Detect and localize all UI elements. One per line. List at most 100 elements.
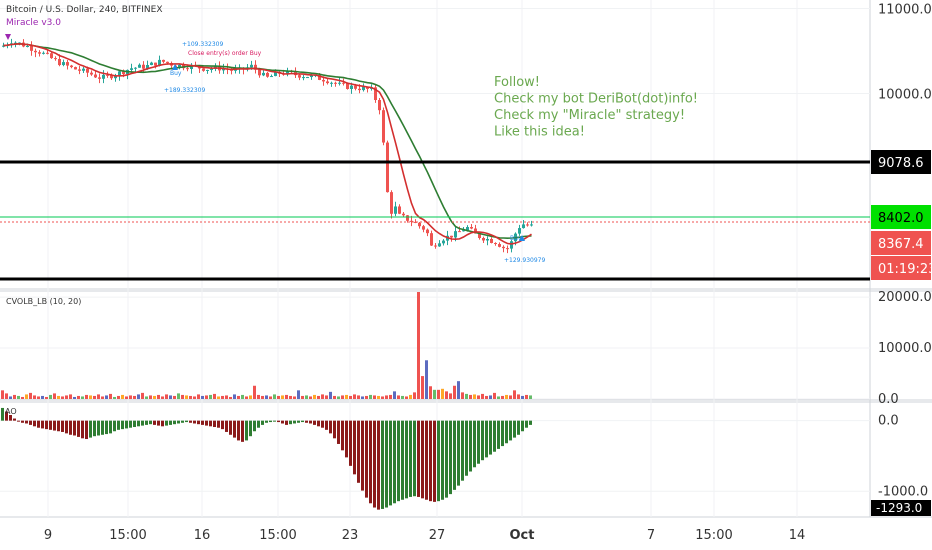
volume-bar <box>281 395 284 399</box>
ao-bar <box>101 420 104 435</box>
volume-bar <box>277 395 280 399</box>
ao-bar <box>433 420 436 502</box>
volume-bar <box>89 395 92 399</box>
note-line: Check my "Miracle" strategy! <box>494 108 685 123</box>
ao-bar <box>525 420 528 428</box>
candle-body <box>134 67 137 69</box>
ao-bar <box>441 420 444 500</box>
volume-bar <box>97 394 100 399</box>
volume-bar <box>489 395 492 399</box>
volume-bar <box>449 393 452 399</box>
candle-body <box>118 71 121 76</box>
price-label-box <box>871 205 931 229</box>
candle-body <box>114 75 117 79</box>
ao-bar <box>349 420 352 466</box>
volume-bar <box>285 394 288 399</box>
volume-bar <box>289 395 292 399</box>
volume-bar <box>37 396 40 399</box>
ao-axis-label: 0.0 <box>878 414 899 429</box>
candle-body <box>178 64 181 68</box>
ao-bar <box>113 420 116 432</box>
ao-bar <box>245 420 248 441</box>
ao-bar <box>513 420 516 438</box>
ao-bar <box>129 420 132 428</box>
volume-bar <box>77 395 80 399</box>
ao-bar <box>265 420 268 423</box>
trade-signals: Buy +189.332309 Close entry(s) order Buy +1… <box>5 34 545 264</box>
volume-bar <box>241 394 244 399</box>
ao-bar <box>145 420 148 425</box>
ao-bar <box>225 420 228 432</box>
volume-bar <box>369 394 372 399</box>
ao-bar <box>241 420 244 442</box>
ao-bar <box>421 420 424 499</box>
candle-body <box>330 82 333 84</box>
ao-bar <box>237 420 240 441</box>
ao-bar <box>449 420 452 495</box>
moving-averages <box>3 42 532 245</box>
candle-body <box>506 248 509 250</box>
candle-body <box>398 206 401 214</box>
volume-bar <box>381 396 384 399</box>
note-line: Follow! <box>494 75 540 90</box>
volume-bar <box>205 395 208 399</box>
candle-body <box>34 50 37 53</box>
volume-bar <box>201 395 204 399</box>
ao-bar <box>361 420 364 491</box>
ao-bar <box>473 420 476 468</box>
volume-bar <box>33 395 36 399</box>
volume-bar <box>221 395 224 399</box>
signal-arrow <box>5 34 11 40</box>
ao-last-value: -1293.0 <box>876 501 922 515</box>
buy-arrow <box>172 64 178 70</box>
candle-body <box>234 69 237 71</box>
ao-bar <box>453 420 456 490</box>
candle-body <box>410 220 413 222</box>
candle-body <box>342 82 345 84</box>
volume-bar <box>57 395 60 399</box>
candle-body <box>62 62 65 66</box>
volume-bar <box>313 394 316 399</box>
signal-value: +109.332309 <box>182 41 223 48</box>
ao-bar <box>465 420 468 476</box>
ao-bar <box>57 420 60 432</box>
time-tick-label: 15:00 <box>259 528 296 543</box>
time-tick-label: 16 <box>194 528 211 543</box>
time-axis[interactable]: 9 15:00 16 15:00 23 27 Oct 7 15:00 14 <box>44 528 805 543</box>
candle-body <box>386 142 389 193</box>
volume-bar <box>373 395 376 399</box>
ao-bar <box>37 420 40 428</box>
volume-bar <box>297 390 300 399</box>
candle-body <box>502 246 505 249</box>
ao-bar <box>165 420 168 426</box>
candle-body <box>94 74 97 78</box>
price-label: 11000.0 <box>878 3 932 18</box>
ao-bar <box>285 420 288 425</box>
ao-bar <box>345 420 348 458</box>
volume-bar <box>137 394 140 399</box>
ao-bar <box>25 420 28 424</box>
volume-bar <box>301 395 304 399</box>
volume-bar <box>173 395 176 399</box>
volume-bar <box>197 394 200 399</box>
ao-bar <box>9 415 12 421</box>
volume-bar <box>261 395 264 399</box>
price-label: 10000.0 <box>878 88 932 103</box>
ao-bar <box>233 420 236 438</box>
volume-bar <box>309 396 312 399</box>
candle-body <box>434 245 437 247</box>
signal-label: Buy <box>170 70 182 77</box>
candle-body <box>50 53 53 59</box>
ao-bar <box>385 420 388 508</box>
volume-bar <box>437 389 440 399</box>
time-tick-label: 7 <box>647 528 655 543</box>
candle-body <box>318 75 321 80</box>
candle-body <box>402 213 405 216</box>
volume-bar <box>25 394 28 399</box>
candle-body <box>86 68 89 73</box>
ao-bar <box>289 420 292 425</box>
ao-bar <box>213 420 216 428</box>
candle-body <box>186 68 189 70</box>
ao-bar <box>249 420 252 437</box>
price-axis[interactable]: 11000.0 10000.0 9078.6 8402.0 8367.4 01:19:23… <box>871 3 932 517</box>
